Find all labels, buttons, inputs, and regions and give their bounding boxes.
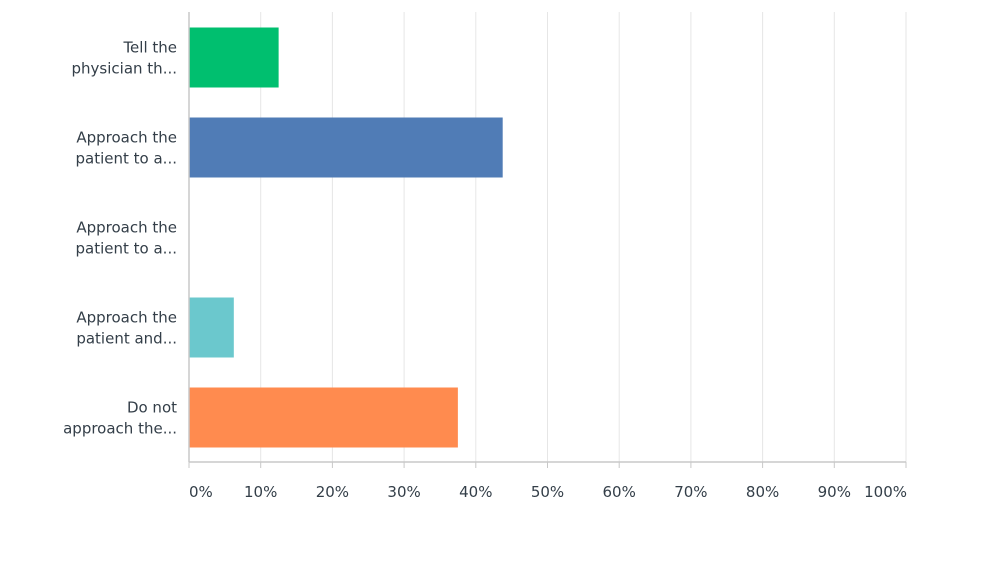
x-tick-label: 30% (387, 483, 420, 501)
bar[interactable] (189, 387, 458, 448)
category-label: Tell the (122, 39, 177, 57)
bar[interactable] (189, 27, 279, 88)
bar[interactable] (189, 117, 503, 178)
bars (189, 27, 503, 448)
x-tick-label: 100% (864, 483, 907, 501)
category-label: Approach the (76, 309, 177, 327)
x-tick-label: 80% (746, 483, 779, 501)
x-tick-label: 90% (818, 483, 851, 501)
category-label: physician th... (72, 60, 177, 78)
x-tick-label: 40% (459, 483, 492, 501)
x-tick-label: 0% (189, 483, 213, 501)
category-label: Approach the (76, 219, 177, 237)
x-tick-label: 20% (316, 483, 349, 501)
category-label: Do not (127, 399, 177, 417)
category-label: approach the... (63, 420, 177, 438)
gridlines (260, 12, 907, 462)
category-labels: Tell the physician th... Approach the patie… (63, 39, 177, 438)
bar[interactable] (189, 297, 234, 358)
x-tick-label: 10% (244, 483, 277, 501)
category-label: patient to a... (76, 150, 177, 168)
x-tick-labels: 0% 10% 20% 30% 40% 50% 60% 70% 80% 90% 100% (189, 483, 907, 501)
x-tick-label: 70% (674, 483, 707, 501)
category-label: Approach the (76, 129, 177, 147)
x-tick-label: 60% (603, 483, 636, 501)
x-tick-label: 50% (531, 483, 564, 501)
category-label: patient and... (76, 330, 177, 348)
category-label: patient to a... (76, 240, 177, 258)
axes (188, 12, 907, 468)
